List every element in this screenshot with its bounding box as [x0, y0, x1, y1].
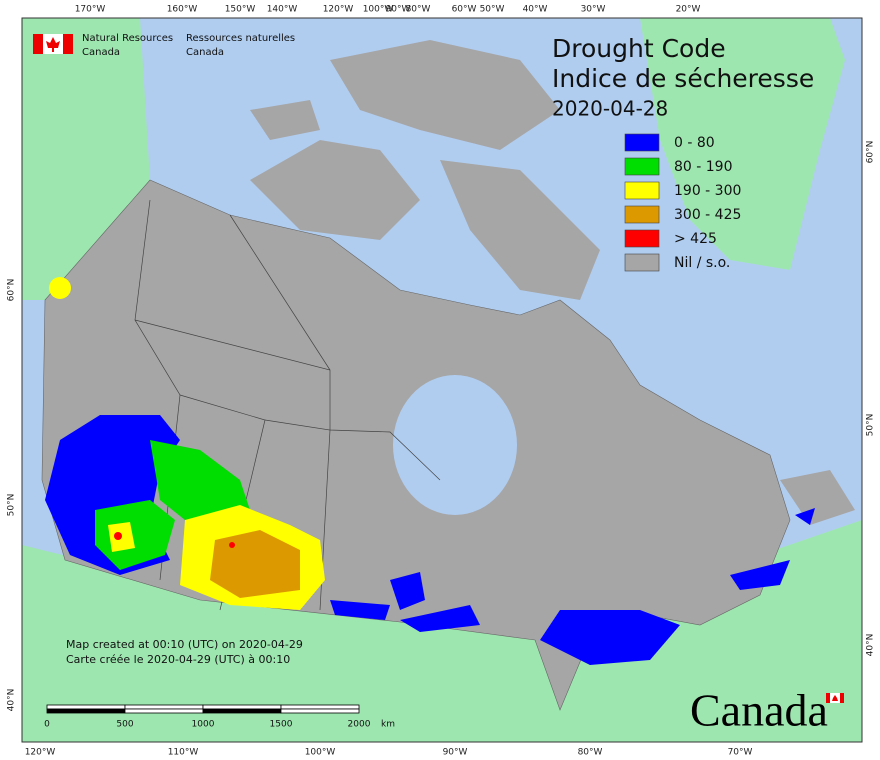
graticule-top: 50°W [480, 5, 505, 15]
graticule-top: 150°W [225, 5, 256, 15]
graticule-top: 90°W [386, 5, 411, 15]
graticule-top: 60°W [452, 5, 477, 15]
legend-label: 300 - 425 [674, 207, 741, 223]
graticule-top: 20°W [676, 5, 701, 15]
graticule-bottom: 70°W [728, 748, 753, 758]
graticule-top: 40°W [523, 5, 548, 15]
scale-label: 500 [116, 720, 133, 730]
title-date: 2020-04-28 [552, 97, 668, 121]
legend-label: 190 - 300 [674, 183, 741, 199]
legend-label: 0 - 80 [674, 135, 715, 151]
graticule-bottom: 120°W [25, 748, 56, 758]
map-frame [21, 17, 863, 743]
arctic-island [250, 140, 420, 240]
drought-0-80 [730, 560, 790, 590]
legend-label: Nil / s.o. [674, 255, 730, 271]
scale-segment [280, 704, 360, 710]
graticule-left: 40°N [7, 689, 17, 712]
graticule-bottom: 90°W [443, 748, 468, 758]
arctic-island [330, 40, 560, 150]
scale-segment [46, 708, 126, 714]
graticule-top: 80°W [406, 5, 431, 15]
drought-80-190 [95, 500, 175, 570]
legend-swatch [624, 133, 660, 152]
drought-0-80 [540, 610, 680, 665]
scale-segment [124, 708, 204, 714]
newfoundland [780, 470, 855, 525]
credit: Carte créée le 2020-04-29 (UTC) à 00:10 [66, 653, 290, 666]
greenland [640, 18, 845, 270]
drought-over-425 [114, 532, 122, 540]
drought-0-80 [390, 572, 425, 610]
graticule-bottom: 110°W [168, 748, 199, 758]
flag-logo [33, 34, 844, 703]
legend-label: > 425 [674, 231, 717, 247]
graticule-bottom: 100°W [305, 748, 336, 758]
legend-swatch [624, 229, 660, 248]
legend-swatch [624, 205, 660, 224]
wordmark: Canada [690, 685, 828, 736]
scale-label: 1500 [270, 720, 293, 730]
graticule-right: 50°N [866, 414, 876, 437]
baffin-island [440, 160, 600, 300]
scale-label: 2000 [348, 720, 371, 730]
agency-en: Natural Resources [82, 33, 173, 44]
legend-swatch [624, 157, 660, 176]
scale-segment [124, 704, 204, 710]
scale-label: 0 [44, 720, 50, 730]
arctic-island [250, 100, 320, 140]
legend-swatch [624, 181, 660, 200]
alaska [22, 18, 150, 300]
scale-unit: km [381, 720, 395, 730]
graticule-top: 100°W [363, 5, 394, 15]
graticule-top: 120°W [323, 5, 354, 15]
drought-0-80 [400, 605, 480, 632]
graticule-right: 40°N [866, 634, 876, 657]
graticule-top: 170°W [75, 5, 106, 15]
graticule-left: 60°N [7, 279, 17, 302]
scale-segment [46, 704, 126, 710]
graticule-top: 30°W [581, 5, 606, 15]
graticule-left: 50°N [7, 494, 17, 517]
scale-segment [202, 708, 282, 714]
scale-segment [280, 708, 360, 714]
legend-swatch [624, 253, 660, 272]
title-fr: Indice de sécheresse [552, 64, 814, 93]
hudson-bay [393, 375, 517, 515]
graticule-top: 160°W [167, 5, 198, 15]
agency-fr: Canada [186, 47, 224, 58]
scale-label: 1000 [192, 720, 215, 730]
graticule-top: 140°W [267, 5, 298, 15]
scale-segment [202, 704, 282, 710]
graticule-bottom: 80°W [578, 748, 603, 758]
drought-over-425 [229, 542, 235, 548]
agency-fr: Ressources naturelles [186, 33, 295, 44]
drought-0-80 [330, 600, 390, 620]
agency-en: Canada [82, 47, 120, 58]
title-en: Drought Code [552, 34, 726, 63]
drought-190-300 [49, 277, 71, 299]
united-states [22, 520, 862, 742]
legend-label: 80 - 190 [674, 159, 733, 175]
drought-80-190 [150, 440, 250, 525]
graticule-right: 60°N [866, 141, 876, 164]
drought-0-80 [795, 508, 815, 525]
credit: Map created at 00:10 (UTC) on 2020-04-29 [66, 638, 303, 651]
boundaries [134, 199, 441, 611]
